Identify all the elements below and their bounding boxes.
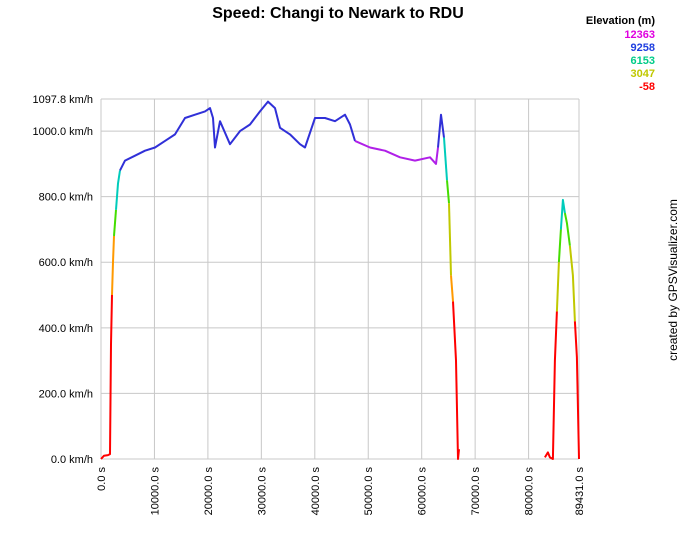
x-tick-label: 40000.0 s: [310, 467, 322, 516]
speed-line: [448, 203, 452, 276]
x-tick-label: 0.0 s: [96, 467, 108, 491]
x-tick-label: 89431.0 s: [574, 467, 586, 516]
x-tick-label: 30000.0 s: [256, 467, 268, 516]
x-tick-label: 20000.0 s: [203, 467, 215, 516]
x-tick-label: 80000.0 s: [524, 467, 536, 516]
legend-value: -58: [639, 81, 655, 93]
credit: created by GPSVisualizer.com: [666, 199, 680, 361]
speed-line: [573, 321, 580, 460]
speed-line: [568, 245, 576, 322]
legend-value: 12363: [624, 29, 655, 41]
x-tick-label: 70000.0 s: [470, 467, 482, 516]
speed-line: [544, 311, 558, 460]
speed-line: [115, 170, 121, 210]
x-tick-label: 10000.0 s: [149, 467, 161, 516]
speed-line: [450, 275, 454, 302]
x-tick-label: 50000.0 s: [363, 467, 375, 516]
speed-line: [452, 301, 460, 460]
speed-line: [100, 294, 113, 460]
y-tick-label: 0.0 km/h: [51, 454, 93, 466]
legend-value: 6153: [631, 55, 655, 67]
y-tick-label: 1097.8 km/h: [32, 94, 93, 106]
speed-line: [555, 262, 560, 312]
y-tick-label: 400.0 km/h: [39, 323, 93, 335]
speed-line: [354, 139, 439, 165]
chart-title: Speed: Changi to Newark to RDU: [212, 5, 464, 22]
legend-value: 9258: [631, 42, 655, 54]
y-tick-label: 800.0 km/h: [39, 192, 93, 204]
speed-line: [446, 180, 450, 204]
legend-value: 3047: [631, 68, 655, 80]
y-tick-label: 1000.0 km/h: [32, 126, 93, 138]
speed-line: [113, 209, 117, 237]
speed-line: [563, 212, 571, 246]
legend-title: Elevation (m): [586, 15, 655, 27]
speed-line: [119, 100, 356, 171]
speed-line: [111, 235, 115, 296]
speed-line: [443, 137, 448, 181]
speed-line: [557, 229, 562, 263]
x-tick-label: 60000.0 s: [417, 467, 429, 516]
y-tick-label: 200.0 km/h: [39, 388, 93, 400]
y-tick-label: 600.0 km/h: [39, 257, 93, 269]
speed-line: [559, 198, 566, 230]
speed-line: [437, 113, 445, 148]
